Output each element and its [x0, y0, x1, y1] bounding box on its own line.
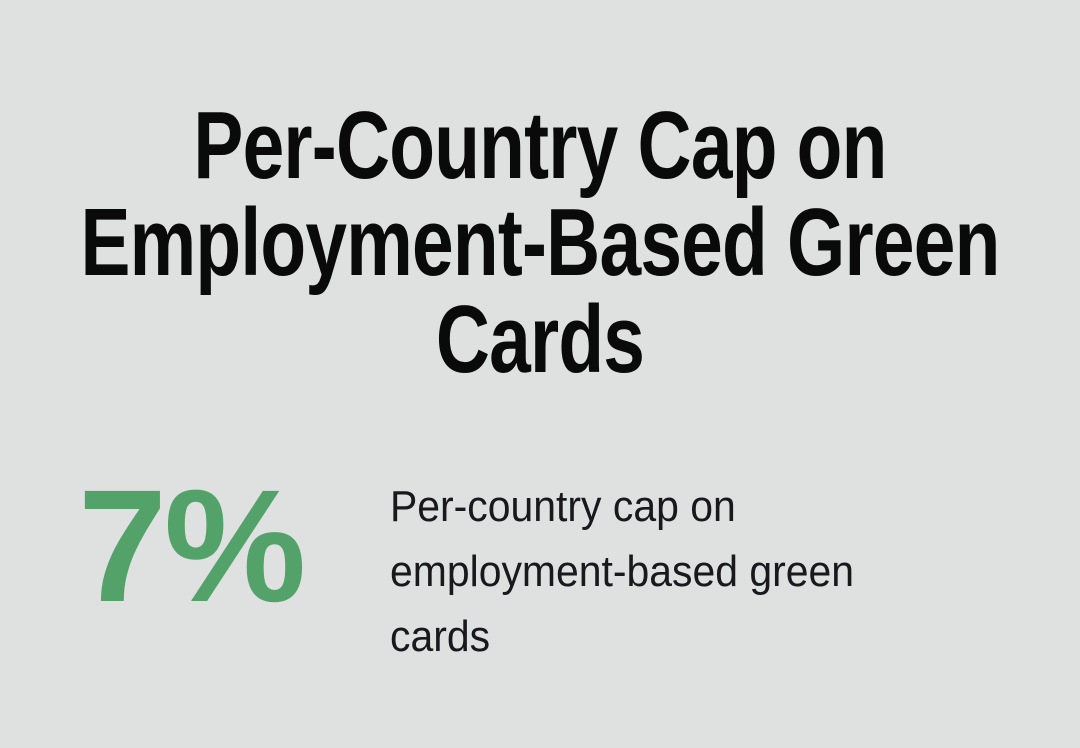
page-title-line-2: Employment-Based Green	[80, 189, 1000, 296]
page-title-line-3: Cards	[435, 286, 645, 393]
page-title: Per-Country Cap on Employment-Based Gree…	[80, 92, 1000, 393]
stat-description: Per-country cap on employment-based gree…	[390, 482, 855, 661]
page-title-line-1: Per-Country Cap on	[193, 92, 887, 199]
stat-value: 7%	[78, 456, 306, 635]
